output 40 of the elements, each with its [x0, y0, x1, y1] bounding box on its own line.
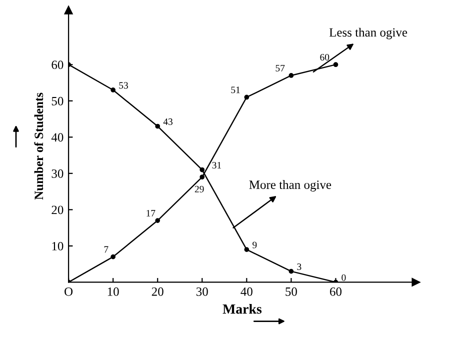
y-tick-label: 60 [52, 60, 64, 70]
x-tick-label: O [64, 287, 73, 296]
point [244, 247, 250, 252]
data-label: 57 [276, 64, 285, 72]
x-tick-label: 50 [286, 287, 297, 296]
point [155, 124, 160, 129]
x-tick-label: 10 [108, 287, 119, 296]
data-label: 31 [212, 162, 221, 168]
annotation: Less than ogive [329, 28, 408, 40]
data-label: 0 [342, 274, 346, 281]
point [200, 167, 205, 172]
annotation: More than ogive [249, 180, 332, 192]
y-tick-label: 30 [52, 169, 64, 178]
point [288, 73, 294, 78]
y-axis-title: Number of Students [34, 92, 44, 200]
y-tick-label: 40 [51, 133, 64, 142]
y-tick-label: 50 [52, 96, 64, 106]
data-label: 7 [104, 246, 108, 253]
data-label: 9 [252, 242, 257, 248]
point [333, 62, 338, 68]
data-label: 60 [320, 54, 330, 61]
data-label: 53 [119, 82, 128, 89]
data-label: 51 [231, 86, 240, 94]
x-tick-label: 30 [196, 287, 208, 296]
point [288, 268, 294, 274]
data-label: 17 [146, 210, 156, 216]
y-tick-label: 20 [52, 206, 64, 214]
point [244, 94, 250, 100]
point [110, 88, 116, 92]
data-label: 3 [297, 263, 302, 270]
data-label: 29 [194, 186, 204, 192]
y-tick-label: 10 [52, 242, 64, 250]
point [110, 254, 116, 260]
x-tick-label: 40 [240, 287, 252, 296]
data-label: 43 [163, 118, 173, 125]
x-tick-label: 60 [330, 287, 342, 296]
point [155, 218, 160, 223]
x-tick-label: 20 [152, 287, 164, 296]
point [200, 174, 205, 180]
x-axis-title: Marks [222, 304, 262, 314]
